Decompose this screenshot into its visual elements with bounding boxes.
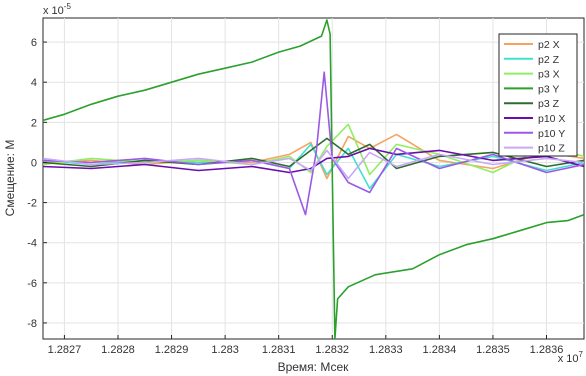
x-tick-label: 1.2831	[262, 344, 296, 356]
legend-label-p10-z: p10 Z	[538, 143, 565, 155]
y-tick-label: -4	[27, 238, 37, 250]
legend-label-p2-z: p2 Z	[538, 54, 560, 66]
x-axis-ticks: 1.2827 1.2828 1.2829 1.283 1.2831 1.2832 1.283…	[48, 335, 564, 356]
legend-label-p10-x: p10 X	[538, 113, 565, 125]
grid	[43, 18, 584, 339]
y-axis-ticks: 6 4 2 0 -2 -4 -6 -8	[27, 37, 47, 330]
y-tick-label: 6	[31, 37, 37, 49]
x-tick-label: 1.2827	[48, 344, 82, 356]
x-exponent-label: x 107	[558, 350, 584, 365]
legend-box	[498, 33, 578, 157]
x-tick-label: 1.2834	[423, 344, 457, 356]
x-axis-label: Время: Мсек	[278, 360, 350, 374]
series-line-p3-y	[43, 19, 584, 339]
y-exponent-label: x 10-5	[43, 2, 71, 17]
plot-area	[42, 17, 585, 340]
legend-label-p3-x: p3 X	[538, 69, 560, 81]
y-axis-label: Смещение: М	[3, 140, 17, 217]
x-tick-label: 1.283	[211, 344, 239, 356]
y-tick-label: 0	[31, 157, 37, 169]
series-line-p10-z	[43, 149, 584, 180]
legend: p2 X p2 Z p3 X p3 Y p3 Z p10 X p10 Y p10 Z	[498, 33, 578, 157]
series-line-p10-y	[43, 71, 584, 216]
x-tick-label: 1.2832	[315, 344, 349, 356]
legend-label-p10-y: p10 Y	[538, 128, 565, 140]
x-tick-label: 1.2829	[155, 344, 189, 356]
y-tick-label: -8	[27, 318, 37, 330]
legend-label-p2-x: p2 X	[538, 39, 560, 51]
legend-label-p3-z: p3 Z	[538, 98, 560, 110]
series-group	[43, 19, 584, 339]
y-tick-label: -6	[27, 278, 37, 290]
x-tick-label: 1.2833	[369, 344, 403, 356]
x-tick-label: 1.2828	[101, 344, 135, 356]
series-line-p10-x	[43, 147, 584, 174]
y-tick-label: 2	[31, 117, 37, 129]
legend-label-p3-y: p3 Y	[538, 83, 559, 95]
x-tick-label: 1.2835	[476, 344, 510, 356]
y-tick-label: -2	[27, 198, 37, 210]
y-tick-label: 4	[31, 77, 37, 89]
x-tick-label: 1.2836	[530, 344, 564, 356]
